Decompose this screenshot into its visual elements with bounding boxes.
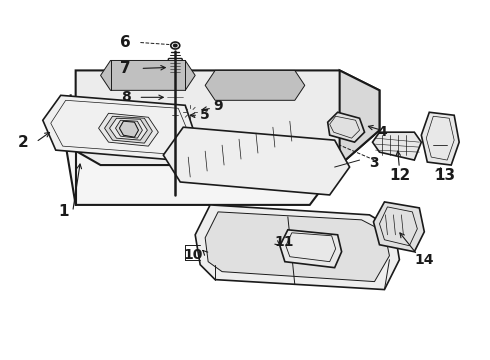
Ellipse shape: [173, 44, 178, 48]
Polygon shape: [280, 230, 342, 268]
Polygon shape: [195, 205, 399, 289]
Polygon shape: [100, 60, 195, 90]
Text: 2: 2: [18, 135, 29, 150]
Text: 12: 12: [390, 167, 411, 183]
Polygon shape: [66, 71, 379, 165]
Polygon shape: [116, 120, 143, 138]
Polygon shape: [421, 112, 459, 165]
Text: 5: 5: [200, 108, 210, 122]
Polygon shape: [205, 212, 390, 282]
Polygon shape: [163, 127, 349, 195]
Polygon shape: [340, 71, 379, 165]
Text: 6: 6: [121, 35, 131, 50]
Text: 10: 10: [183, 248, 202, 262]
Polygon shape: [328, 112, 365, 142]
Polygon shape: [110, 118, 147, 140]
Text: 7: 7: [121, 61, 131, 76]
Text: 11: 11: [275, 235, 294, 249]
Polygon shape: [66, 105, 340, 205]
Polygon shape: [205, 71, 305, 100]
Text: 3: 3: [369, 156, 379, 170]
Polygon shape: [98, 113, 158, 146]
Text: 9: 9: [213, 99, 223, 113]
Polygon shape: [104, 116, 152, 143]
Text: 8: 8: [121, 90, 130, 104]
Text: 14: 14: [415, 253, 434, 267]
Text: 1: 1: [58, 204, 69, 219]
Polygon shape: [120, 121, 138, 137]
Polygon shape: [373, 202, 424, 252]
Polygon shape: [372, 132, 421, 160]
Polygon shape: [43, 95, 195, 160]
Polygon shape: [120, 121, 138, 137]
Text: 13: 13: [434, 167, 455, 183]
Text: 4: 4: [377, 125, 387, 139]
Bar: [167, 92, 183, 102]
